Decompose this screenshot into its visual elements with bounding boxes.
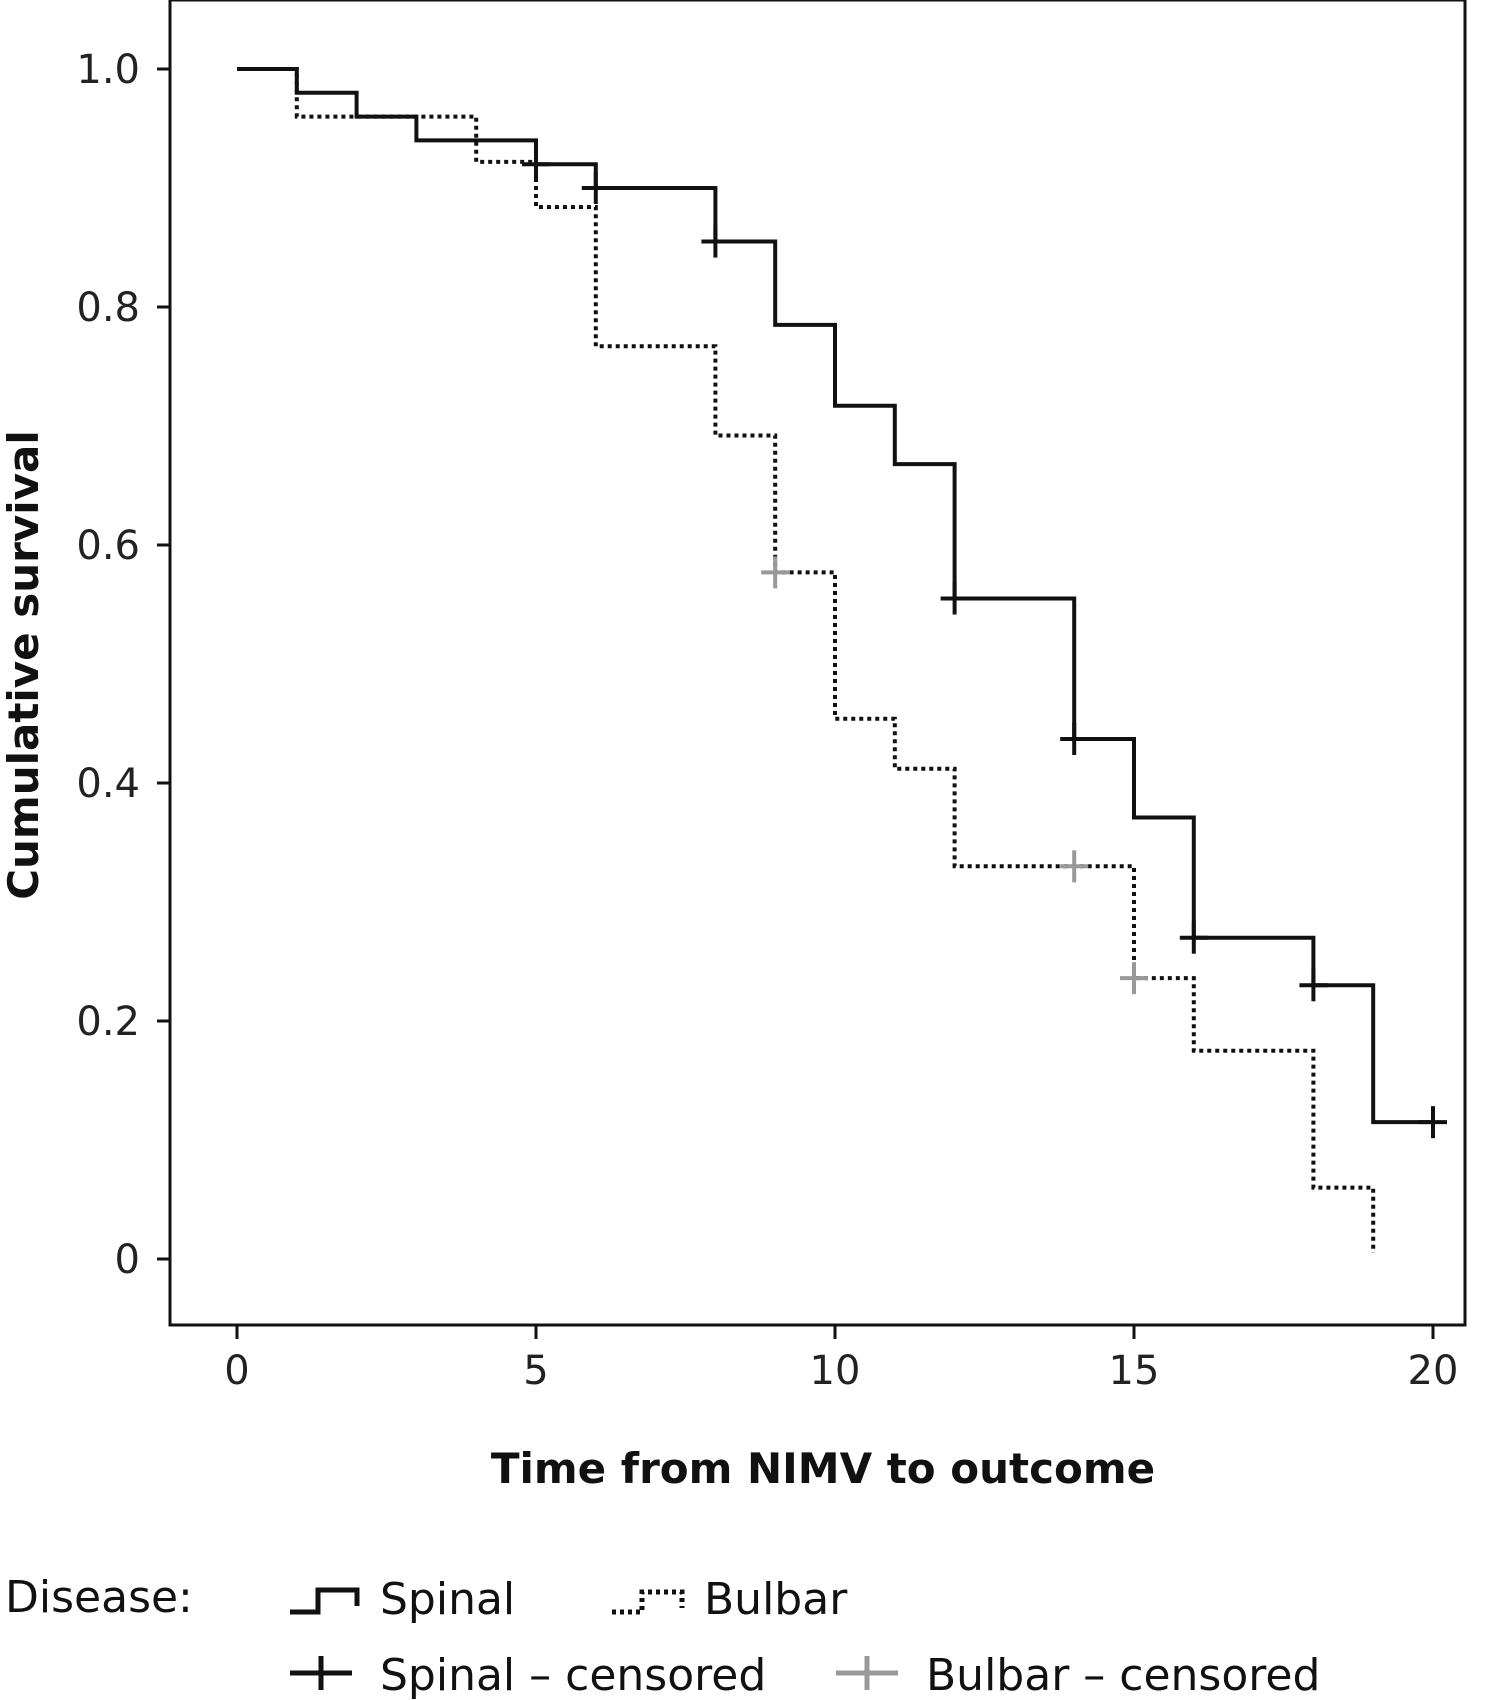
y-axis: 0 0.2 0.4 0.6 0.8 1.0 [76,47,170,1283]
y-tick-label: 0.6 [76,523,140,569]
censor-mark-bulbar [1120,962,1148,995]
y-tick-label: 1.0 [76,47,140,93]
censor-mark-spinal [1419,1106,1447,1139]
series-line-bulbar [237,67,1376,1254]
x-axis: 0 5 10 15 20 [224,1325,1458,1394]
legend-swatch-spinal-censored [290,1656,352,1690]
censor-layer [522,148,1447,1139]
y-tick-label: 0.8 [76,285,140,331]
legend-swatch-spinal [290,1587,360,1615]
legend-label-spinal: Spinal [380,1574,515,1625]
x-tick-label: 20 [1408,1348,1459,1394]
legend-label-spinal-censored: Spinal – censored [380,1650,766,1700]
legend-label-bulbar-censored: Bulbar – censored [926,1650,1320,1700]
legend-swatch-bulbar [612,1589,685,1615]
censor-mark-spinal [1299,969,1328,1002]
censor-mark-spinal [522,148,550,181]
x-tick-label: 15 [1109,1348,1160,1394]
censor-mark-spinal [581,172,610,204]
y-tick-label: 0.4 [76,761,140,807]
censor-mark-spinal [940,582,969,615]
y-tick-label: 0 [115,1237,140,1283]
series-line-spinal [237,67,1433,1125]
x-tick-label: 0 [224,1348,249,1394]
x-tick-label: 5 [523,1348,548,1394]
censor-mark-bulbar [761,556,790,589]
x-tick-label: 10 [810,1348,861,1394]
x-axis-title: Time from NIMV to outcome [491,1444,1155,1493]
legend: Disease: Spinal Bulbar Spinal – censored… [5,1572,1320,1700]
legend-label-bulbar: Bulbar [704,1574,848,1625]
plot-frame [168,0,1467,1327]
censor-mark-spinal [1179,921,1208,954]
censor-mark-spinal [701,225,730,258]
legend-swatch-bulbar-censored [836,1656,898,1690]
censor-mark-bulbar [1060,850,1089,883]
series-layer [237,67,1433,1254]
y-tick-label: 0.2 [76,999,140,1045]
legend-title: Disease: [5,1572,193,1623]
censor-mark-spinal [1060,722,1089,755]
y-axis-title: Cumulative survival [0,430,48,900]
